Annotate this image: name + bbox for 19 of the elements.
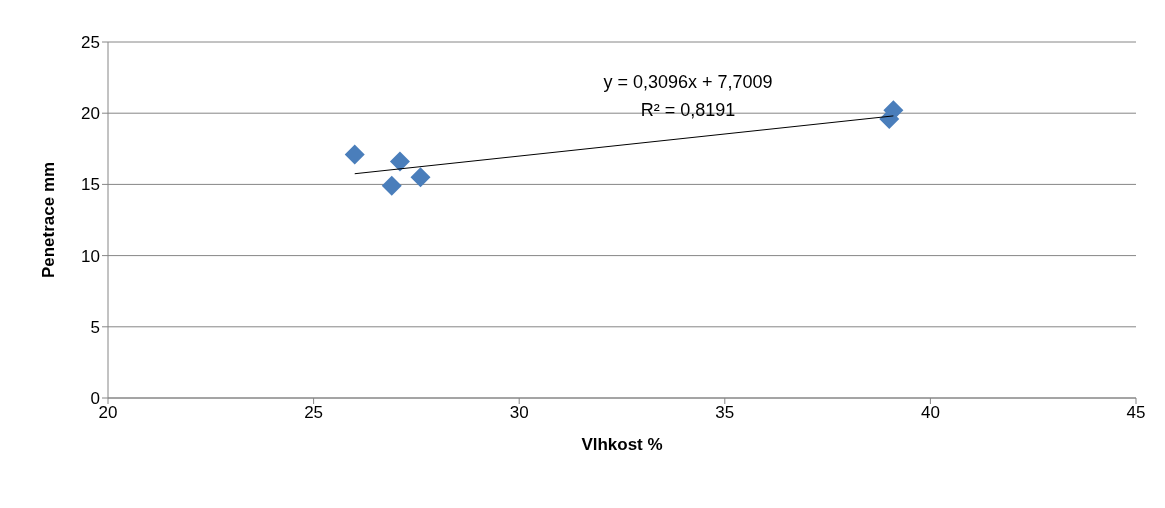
x-tick-label: 40 [920,403,940,423]
x-axis-title: Vlhkost % [581,435,663,454]
y-tick-label: 20 [81,104,100,124]
x-tick-label: 30 [509,403,529,423]
x-tick-label: 25 [304,403,324,423]
y-tick-label: 25 [81,33,100,53]
point [389,151,410,172]
point [381,175,402,196]
x-tick-label: 35 [715,403,735,423]
y-tick-label: 15 [81,175,100,195]
x-tick-label: 45 [1126,403,1146,423]
y-axis-title: Penetrace mm [39,161,59,279]
y-tick-label: 5 [90,317,100,337]
point [344,144,365,165]
annotation: y = 0,3096x + 7,7009 [602,71,774,94]
y-tick-label: 10 [81,246,100,266]
annotation: R² = 0,8191 [639,99,737,122]
y-tick-label: 0 [90,389,100,409]
point [410,167,431,188]
